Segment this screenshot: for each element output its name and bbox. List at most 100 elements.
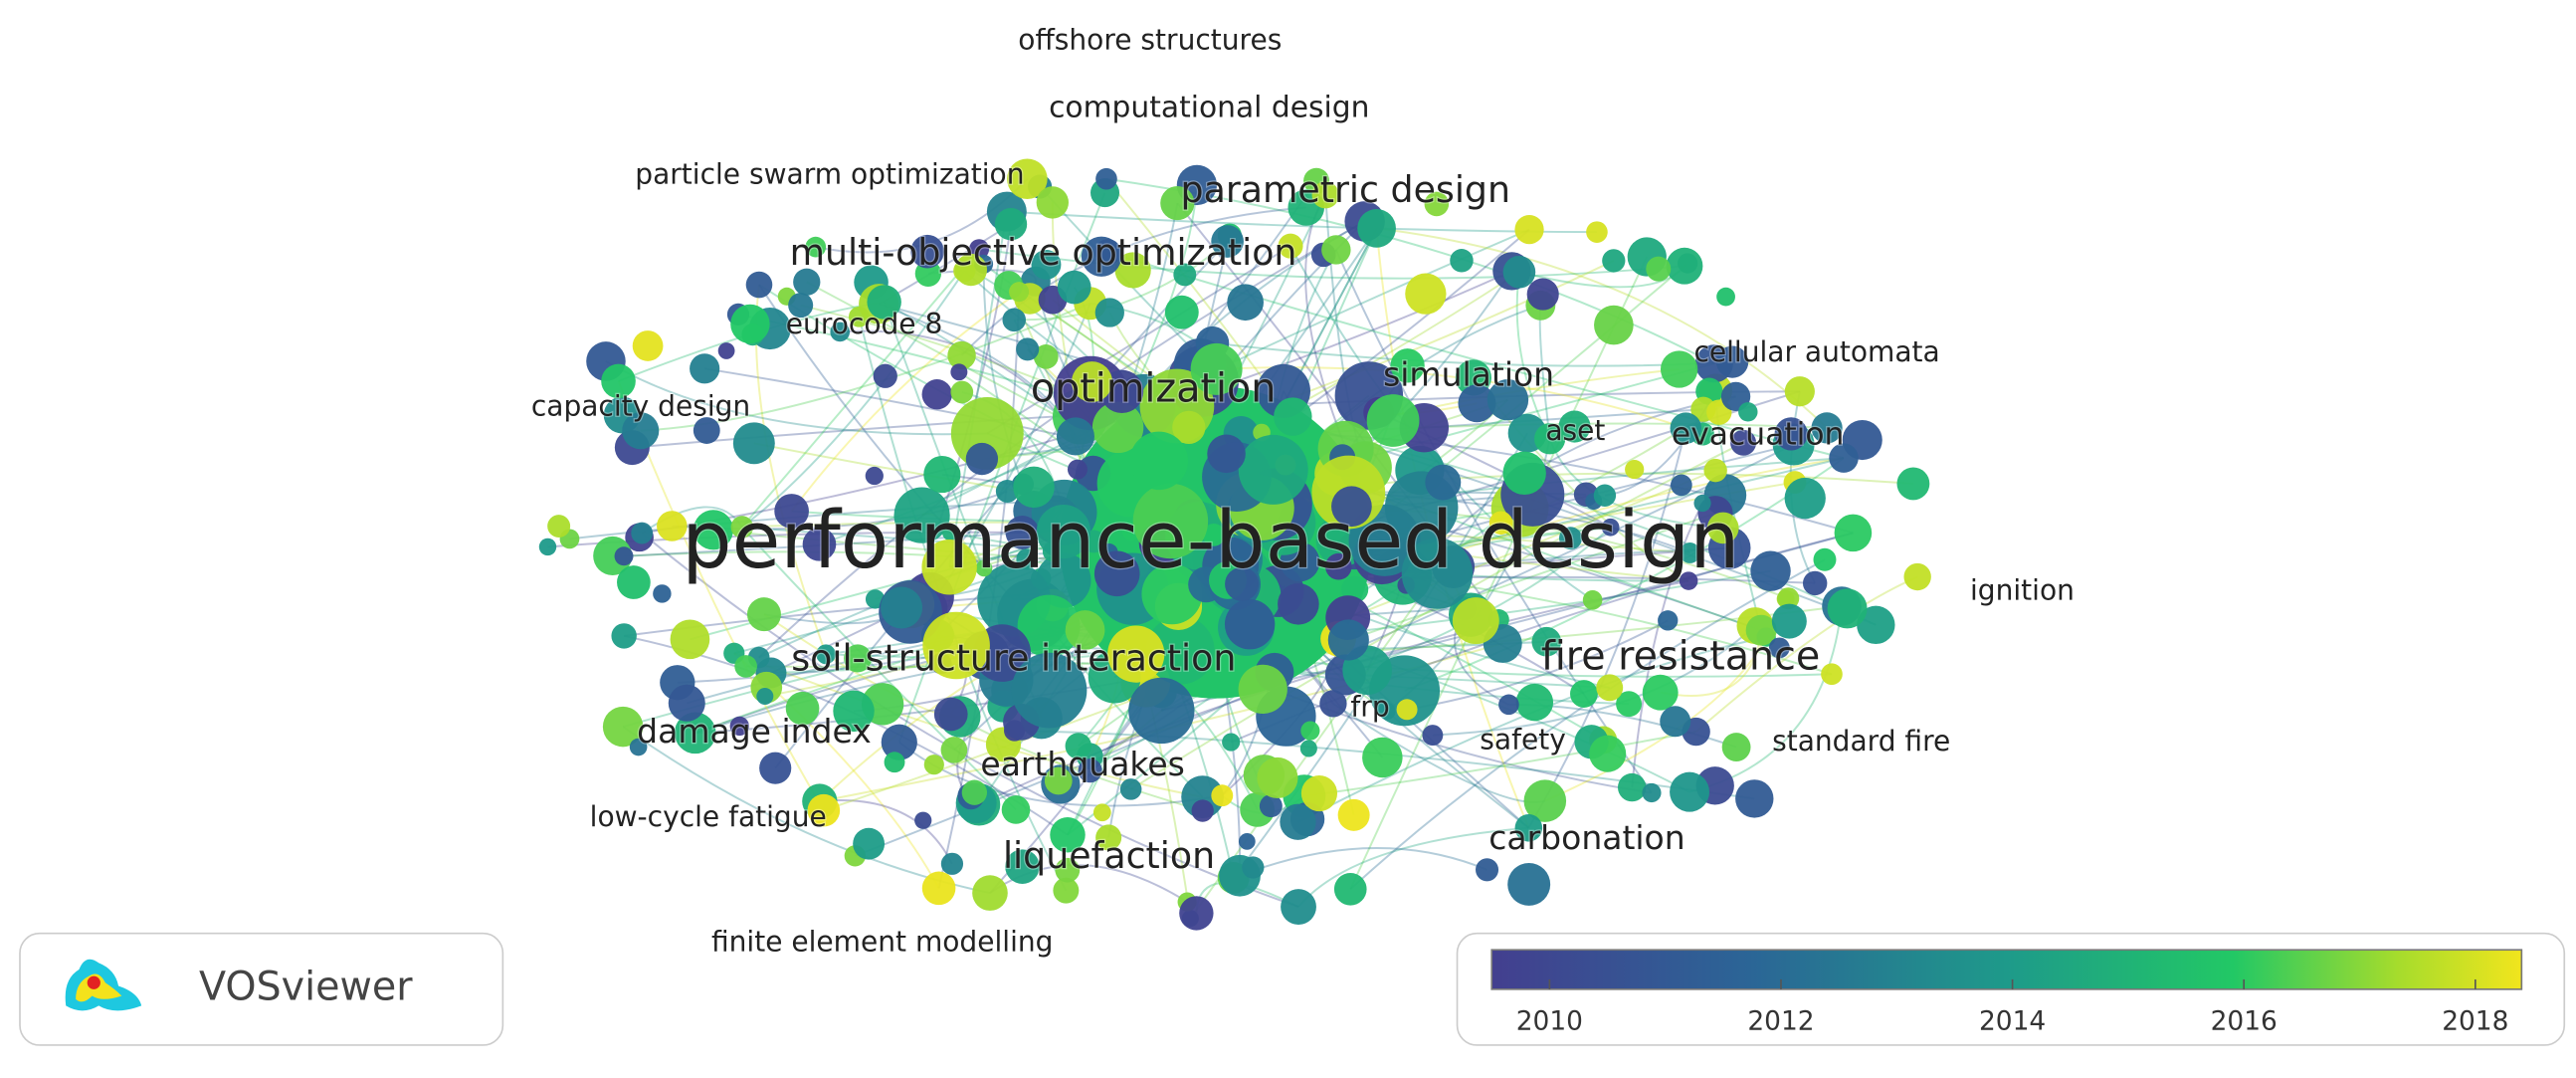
node	[622, 412, 660, 450]
node	[1658, 610, 1679, 631]
node	[1716, 345, 1749, 378]
node	[1502, 451, 1546, 496]
node	[1179, 896, 1214, 931]
node	[1671, 474, 1692, 497]
node	[921, 539, 977, 595]
node	[1094, 239, 1121, 266]
node	[670, 619, 710, 660]
node	[1730, 429, 1757, 456]
node	[1829, 443, 1859, 473]
node	[1281, 889, 1316, 925]
keyword-label[interactable]: optimization	[1030, 364, 1278, 412]
node	[1857, 605, 1895, 645]
node	[914, 811, 932, 829]
keyword-label[interactable]: aset	[1544, 413, 1607, 448]
node	[1119, 778, 1142, 800]
node	[1768, 637, 1790, 659]
keyword-label[interactable]: multi-objective optimization	[788, 230, 1297, 275]
keyword-label[interactable]: earthquakes	[979, 744, 1186, 784]
node	[1586, 221, 1608, 243]
keyword-label[interactable]: safety	[1479, 722, 1567, 756]
keyword-label[interactable]: damage index	[636, 711, 873, 752]
tick-label: 2012	[1747, 1005, 1814, 1036]
keyword-label[interactable]: frp	[1349, 689, 1391, 724]
node	[1065, 610, 1105, 650]
node	[1238, 664, 1288, 715]
node	[1558, 410, 1591, 443]
edge	[1334, 249, 1653, 794]
keyword-label[interactable]: offshore structures	[1017, 22, 1283, 57]
keyword-label[interactable]: finite element modelling	[710, 924, 1055, 959]
node	[1570, 680, 1598, 708]
node	[1044, 766, 1073, 795]
node	[1211, 784, 1234, 807]
node	[1834, 514, 1873, 552]
node	[972, 875, 1008, 911]
node	[965, 442, 999, 476]
keyword-label[interactable]: eurocode 8	[785, 307, 944, 341]
nodes	[538, 158, 1931, 931]
keyword-label[interactable]: standard fire	[1771, 724, 1952, 758]
node	[774, 494, 809, 529]
node	[833, 690, 875, 733]
node	[1129, 431, 1188, 491]
labels: offshore structures computational design…	[530, 22, 2077, 960]
node	[1750, 550, 1791, 591]
node	[1582, 589, 1603, 610]
node	[1507, 862, 1551, 906]
keyword-label[interactable]: evacuation	[1671, 415, 1846, 453]
keyword-label[interactable]: cellular automata	[1692, 334, 1941, 369]
node	[994, 208, 1028, 241]
node	[1173, 263, 1197, 287]
keyword-label[interactable]: liquefaction	[1002, 833, 1217, 878]
node	[1559, 527, 1582, 550]
node	[734, 655, 757, 678]
node	[1319, 690, 1347, 718]
node	[1005, 516, 1040, 549]
node	[1067, 459, 1088, 480]
keyword-label[interactable]: carbonation	[1487, 817, 1686, 858]
edge	[1406, 619, 1669, 711]
node	[1050, 817, 1086, 853]
node	[1452, 597, 1499, 645]
edge	[1297, 826, 1529, 908]
keyword-label[interactable]: ignition	[1969, 572, 2076, 607]
node	[884, 752, 905, 773]
node	[690, 353, 720, 384]
node	[1784, 376, 1815, 407]
node	[1488, 511, 1513, 536]
node	[1278, 583, 1319, 625]
keyword-label[interactable]: low-cycle fatigue	[588, 799, 828, 834]
node	[1009, 282, 1030, 303]
node	[547, 515, 571, 539]
node	[1017, 594, 1081, 658]
node	[1300, 721, 1320, 741]
keyword-label[interactable]: computational design	[1048, 89, 1371, 125]
node	[1222, 733, 1241, 752]
keyword-label[interactable]: soil-structure interaction	[790, 635, 1238, 680]
keyword-label[interactable]: fire resistance	[1540, 632, 1822, 680]
node	[1450, 249, 1474, 273]
edge	[1107, 251, 1845, 460]
keyword-label[interactable]: parametric design	[1179, 167, 1511, 212]
edge	[819, 799, 953, 865]
keyword-label[interactable]: particle swarm optimization	[634, 156, 1026, 191]
node	[1706, 512, 1739, 544]
node	[1589, 735, 1627, 772]
node	[947, 340, 976, 370]
node	[1055, 857, 1081, 883]
node	[1172, 410, 1206, 444]
node	[1827, 588, 1868, 629]
node	[805, 236, 827, 258]
node	[1721, 733, 1751, 761]
node	[910, 234, 944, 269]
node	[941, 524, 959, 541]
node	[1680, 542, 1700, 563]
node	[1002, 308, 1027, 332]
node	[1132, 483, 1209, 559]
node	[843, 644, 872, 673]
node	[802, 528, 837, 561]
keyword-label[interactable]: performance-based design	[681, 493, 1741, 587]
keyword-label[interactable]: simulation	[1382, 353, 1556, 394]
keyword-label[interactable]: capacity design	[530, 388, 752, 423]
